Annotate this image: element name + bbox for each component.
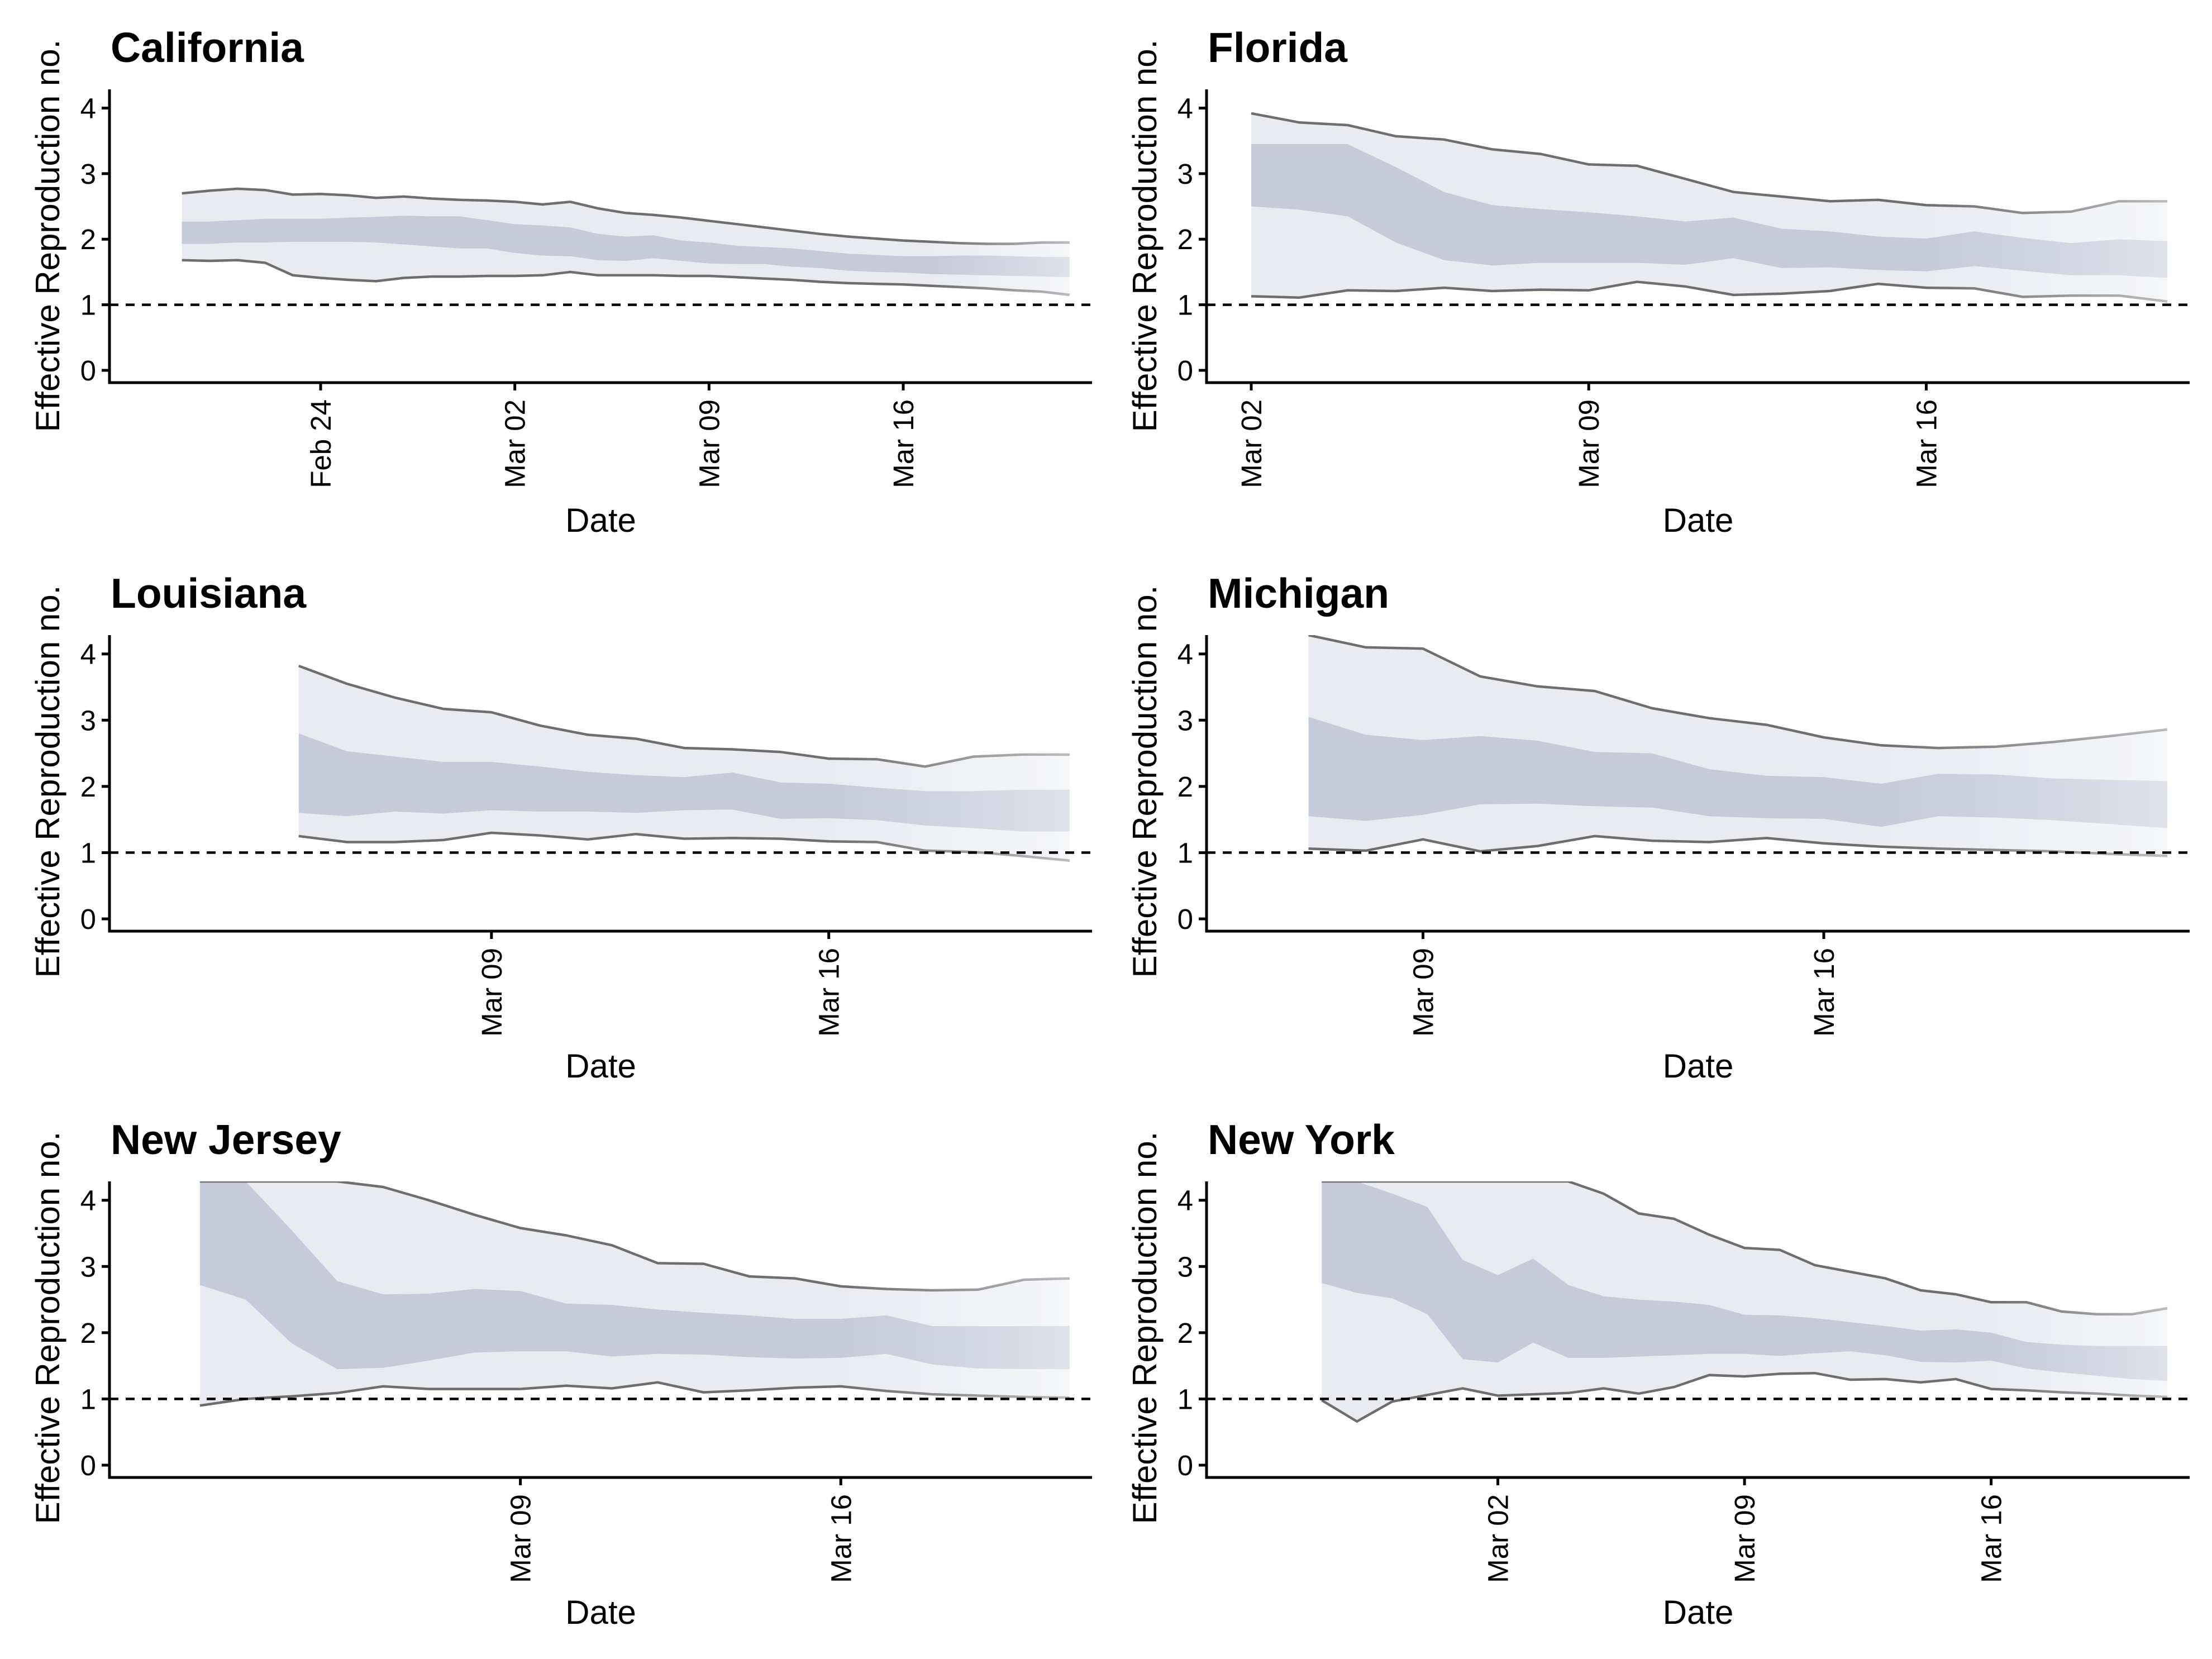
y-axis-title: Effective Reproduction no. (29, 585, 66, 978)
x-tick-label: Mar 16 (813, 948, 845, 1037)
inner-interval-band (1308, 717, 2167, 828)
inner-interval-band (182, 216, 1070, 278)
lower-bound-line (182, 259, 1070, 297)
x-tick-label: Mar 09 (1573, 399, 1605, 488)
y-tick-label: 4 (1177, 638, 1193, 670)
upper-bound-line (182, 187, 1070, 245)
x-tick-label: Mar 09 (1729, 1494, 1761, 1583)
inner-interval-band (298, 733, 1070, 832)
x-tick-label: Mar 16 (1976, 1494, 2008, 1583)
y-axis-title: Effective Reproduction no. (29, 1132, 66, 1524)
y-tick-label: 1 (1177, 1383, 1193, 1415)
lower-bound-line (1308, 835, 2168, 857)
y-tick-label: 3 (80, 704, 96, 736)
y-tick-label: 4 (1177, 92, 1193, 124)
y-tick-label: 2 (1177, 771, 1193, 803)
x-tick-label: Mar 16 (1910, 399, 1942, 488)
x-tick-label: Mar 09 (476, 948, 508, 1037)
panel-california: 0 1 2 3 4 Feb 24 Mar 02 Mar 09 Mar 16 California D… (29, 24, 1092, 539)
y-axis-title: Effective Reproduction no. (29, 40, 66, 432)
y-tick-label: 3 (80, 158, 96, 190)
lower-bound-line (199, 1381, 1070, 1407)
y-tick-label: 3 (1177, 704, 1193, 736)
y-axis-title: Effective Reproduction no. (1126, 1132, 1164, 1524)
x-axis-title: Date (565, 1594, 636, 1631)
panel-new-jersey: 0 1 2 3 4 Mar 09 Mar 16 New Jersey Date Effective… (29, 1116, 1092, 1631)
inner-interval-band (1251, 144, 2167, 278)
x-tick-label: Mar 02 (1236, 399, 1267, 488)
x-tick-label: Mar 16 (825, 1494, 857, 1583)
y-tick-label: 0 (1177, 903, 1193, 935)
y-tick-label: 0 (80, 903, 96, 935)
panel-louisiana: 0 1 2 3 4 Mar 09 Mar 16 Louisiana Date Effective … (29, 570, 1092, 1085)
panel-title: Louisiana (111, 570, 307, 617)
panel-title: Florida (1208, 24, 1348, 71)
lower-bound-line (1321, 1371, 2168, 1423)
y-tick-label: 2 (80, 223, 96, 255)
x-axis-title: Date (565, 1047, 636, 1085)
y-tick-label: 0 (80, 355, 96, 387)
inner-interval-band (199, 1181, 1070, 1370)
y-tick-label: 1 (1177, 289, 1193, 321)
y-axis-title: Effective Reproduction no. (1126, 585, 1164, 978)
panel-new-york: 0 1 2 3 4 Mar 02 Mar 09 Mar 16 New York Date Effec… (1126, 1116, 2190, 1631)
x-axis-title: Date (1663, 1594, 1734, 1631)
x-tick-label: Feb 24 (305, 399, 337, 488)
y-tick-label: 1 (80, 837, 96, 869)
x-tick-label: Mar 16 (888, 399, 919, 488)
x-tick-label: Mar 02 (499, 399, 531, 488)
lower-bound-line (1251, 280, 2168, 303)
y-tick-label: 2 (80, 1317, 96, 1349)
x-tick-label: Mar 09 (1408, 948, 1439, 1037)
panel-title: New Jersey (111, 1116, 341, 1163)
panel-title: Michigan (1208, 570, 1389, 617)
y-tick-label: 3 (1177, 1251, 1193, 1283)
upper-bound-line (199, 1181, 1070, 1292)
x-tick-label: Mar 09 (693, 399, 725, 488)
y-tick-label: 1 (1177, 837, 1193, 869)
x-axis-title: Date (565, 502, 636, 539)
panel-title: New York (1208, 1116, 1395, 1163)
x-tick-label: Mar 16 (1808, 948, 1840, 1037)
panel-michigan: 0 1 2 3 4 Mar 09 Mar 16 Michigan Date Effective R… (1126, 570, 2190, 1085)
x-tick-label: Mar 09 (505, 1494, 537, 1583)
lower-bound-line (298, 831, 1070, 862)
panel-title: California (111, 24, 304, 71)
upper-bound-line (1251, 112, 2167, 214)
y-axis-title: Effective Reproduction no. (1126, 40, 1164, 432)
y-tick-label: 4 (1177, 1185, 1193, 1217)
y-tick-label: 0 (1177, 1450, 1193, 1481)
upper-bound-line (1322, 1181, 2168, 1315)
y-tick-label: 3 (80, 1251, 96, 1283)
x-axis-title: Date (1663, 502, 1734, 539)
y-tick-label: 4 (80, 638, 96, 670)
upper-bound-line (298, 664, 1070, 768)
y-tick-label: 2 (80, 771, 96, 803)
x-axis-title: Date (1663, 1047, 1734, 1085)
y-tick-label: 1 (80, 289, 96, 321)
upper-bound-line (1308, 635, 2168, 750)
y-tick-label: 1 (80, 1383, 96, 1415)
x-tick-label: Mar 02 (1482, 1494, 1514, 1583)
panel-florida: 0 1 2 3 4 Mar 02 Mar 09 Mar 16 Florida Date Effect… (1126, 24, 2190, 539)
y-tick-label: 3 (1177, 158, 1193, 190)
y-tick-label: 2 (1177, 1317, 1193, 1349)
y-tick-label: 4 (80, 1185, 96, 1217)
y-tick-label: 4 (80, 92, 96, 124)
inner-interval-band (1322, 1181, 2167, 1381)
y-tick-label: 0 (1177, 355, 1193, 387)
y-tick-label: 0 (80, 1450, 96, 1481)
y-tick-label: 2 (1177, 223, 1193, 255)
